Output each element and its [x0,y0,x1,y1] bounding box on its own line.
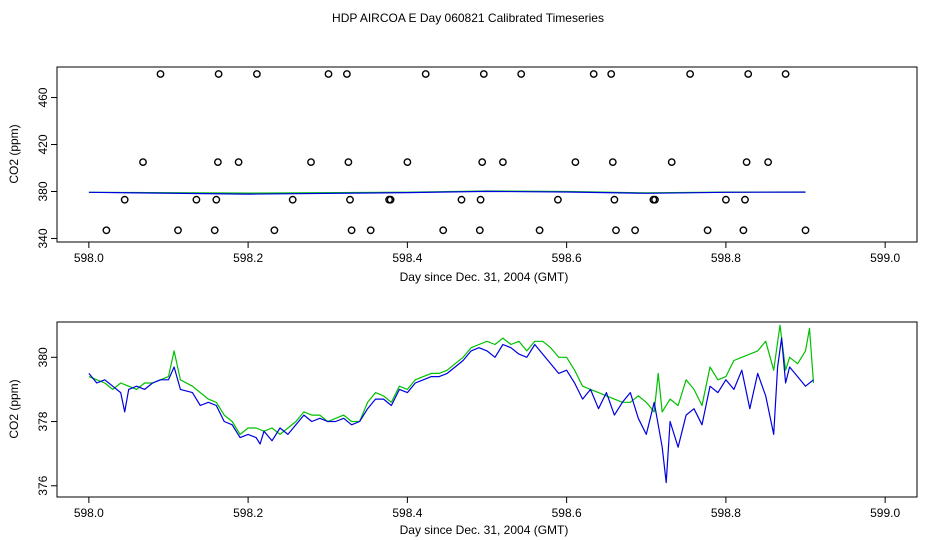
top-scatter-point [479,70,488,78]
top-scatter-point [252,70,261,78]
top-scatter-point [517,70,526,78]
top-scatter-point [439,226,448,235]
top-scatter-point [741,195,749,204]
bottom-x-axis-label: Day since Dec. 31, 2004 (GMT) [400,523,569,537]
top-scatter-point [214,70,223,78]
top-scatter-point [554,195,562,204]
top-y-tick-label: 380 [36,181,50,201]
top-scatter-point [781,70,790,78]
bottom-y-axis-label: CO2 (ppm) [7,379,21,438]
top-y-tick-label: 340 [36,228,50,248]
top-scatter-point [212,195,221,204]
top-scatter-point [610,195,619,204]
top-scatter-point [346,195,354,204]
top-scatter-point [344,158,353,167]
top-scatter-point [192,195,201,204]
top-scatter-point [478,158,487,167]
bottom-x-tick-label: 598.6 [552,506,582,520]
top-scatter-point [739,226,748,235]
top-scatter-point [347,226,356,235]
top-scatter-point [213,158,222,167]
top-x-tick-label: 598.0 [74,251,104,265]
top-scatter-point [686,70,694,78]
bottom-y-tick-label: 378 [36,411,50,431]
bottom-x-tick-label: 598.0 [74,506,104,520]
bottom-plot-frame [56,321,918,498]
chart-title: HDP AIRCOA E Day 060821 Calibrated Times… [332,11,604,25]
top-scatter-point [210,226,219,235]
bottom-series-line-green [88,324,815,435]
top-scatter-point [156,70,165,78]
top-x-axis-label: Day since Dec. 31, 2004 (GMT) [400,270,569,284]
top-x-tick-label: 598.8 [711,251,741,265]
bottom-x-tick-label: 598.8 [711,506,741,520]
bottom-series-line-blue [88,337,814,484]
top-scatter-point [307,158,315,167]
top-x-tick-label: 598.6 [552,251,582,265]
top-scatter-point [475,226,484,235]
top-scatter-point [139,158,147,167]
top-panel: Day since Dec. 31, 2004 (GMT) CO2 (ppm) … [7,66,918,284]
top-scatter-point [535,226,544,235]
top-x-tick-label: 598.4 [392,251,422,265]
top-scatter-point [703,226,712,235]
top-scatter-point [631,226,639,235]
top-scatter-point [612,226,620,235]
top-scatter-point [667,158,676,167]
top-scatter-point [342,70,351,78]
top-scatter-point [457,195,466,204]
bottom-y-tick-label: 380 [36,347,50,367]
bottom-panel: Day since Dec. 31, 2004 (GMT) CO2 (ppm) … [7,321,918,537]
top-scatter-point [476,195,485,204]
bottom-x-tick-label: 598.4 [392,506,422,520]
top-scatter-point [571,158,580,167]
top-scatter-point [744,70,753,78]
top-x-tick-label: 598.2 [233,251,263,265]
top-scatter-point [288,195,297,204]
top-scatter-point [498,158,507,167]
top-scatter-point [608,158,617,167]
top-scatter-point [386,195,395,204]
top-y-tick-label: 460 [36,87,50,107]
top-scatter-point [174,226,182,235]
top-x-tick-label: 599.0 [870,251,900,265]
top-scatter-point [607,70,616,78]
top-y-tick-label: 420 [36,134,50,154]
top-scatter-point [102,226,111,235]
top-scatter-point [366,226,375,235]
top-plot-frame [56,66,918,243]
bottom-y-tick-label: 376 [36,475,50,495]
top-scatter-point [651,195,659,204]
top-scatter-point [270,226,279,235]
top-scatter-point [421,70,430,78]
bottom-x-tick-label: 599.0 [870,506,900,520]
top-scatter-point [764,158,772,167]
top-scatter-point [742,158,751,167]
top-scatter-point [324,70,333,78]
top-scatter-point [403,158,412,167]
top-y-axis-label: CO2 (ppm) [7,124,21,183]
top-scatter-point [722,195,730,204]
top-series-line-blue [88,190,806,195]
top-scatter-point [234,158,243,167]
top-scatter-point [801,226,810,235]
bottom-x-tick-label: 598.2 [233,506,263,520]
top-scatter-point [589,70,598,78]
top-scatter-point [120,195,129,204]
